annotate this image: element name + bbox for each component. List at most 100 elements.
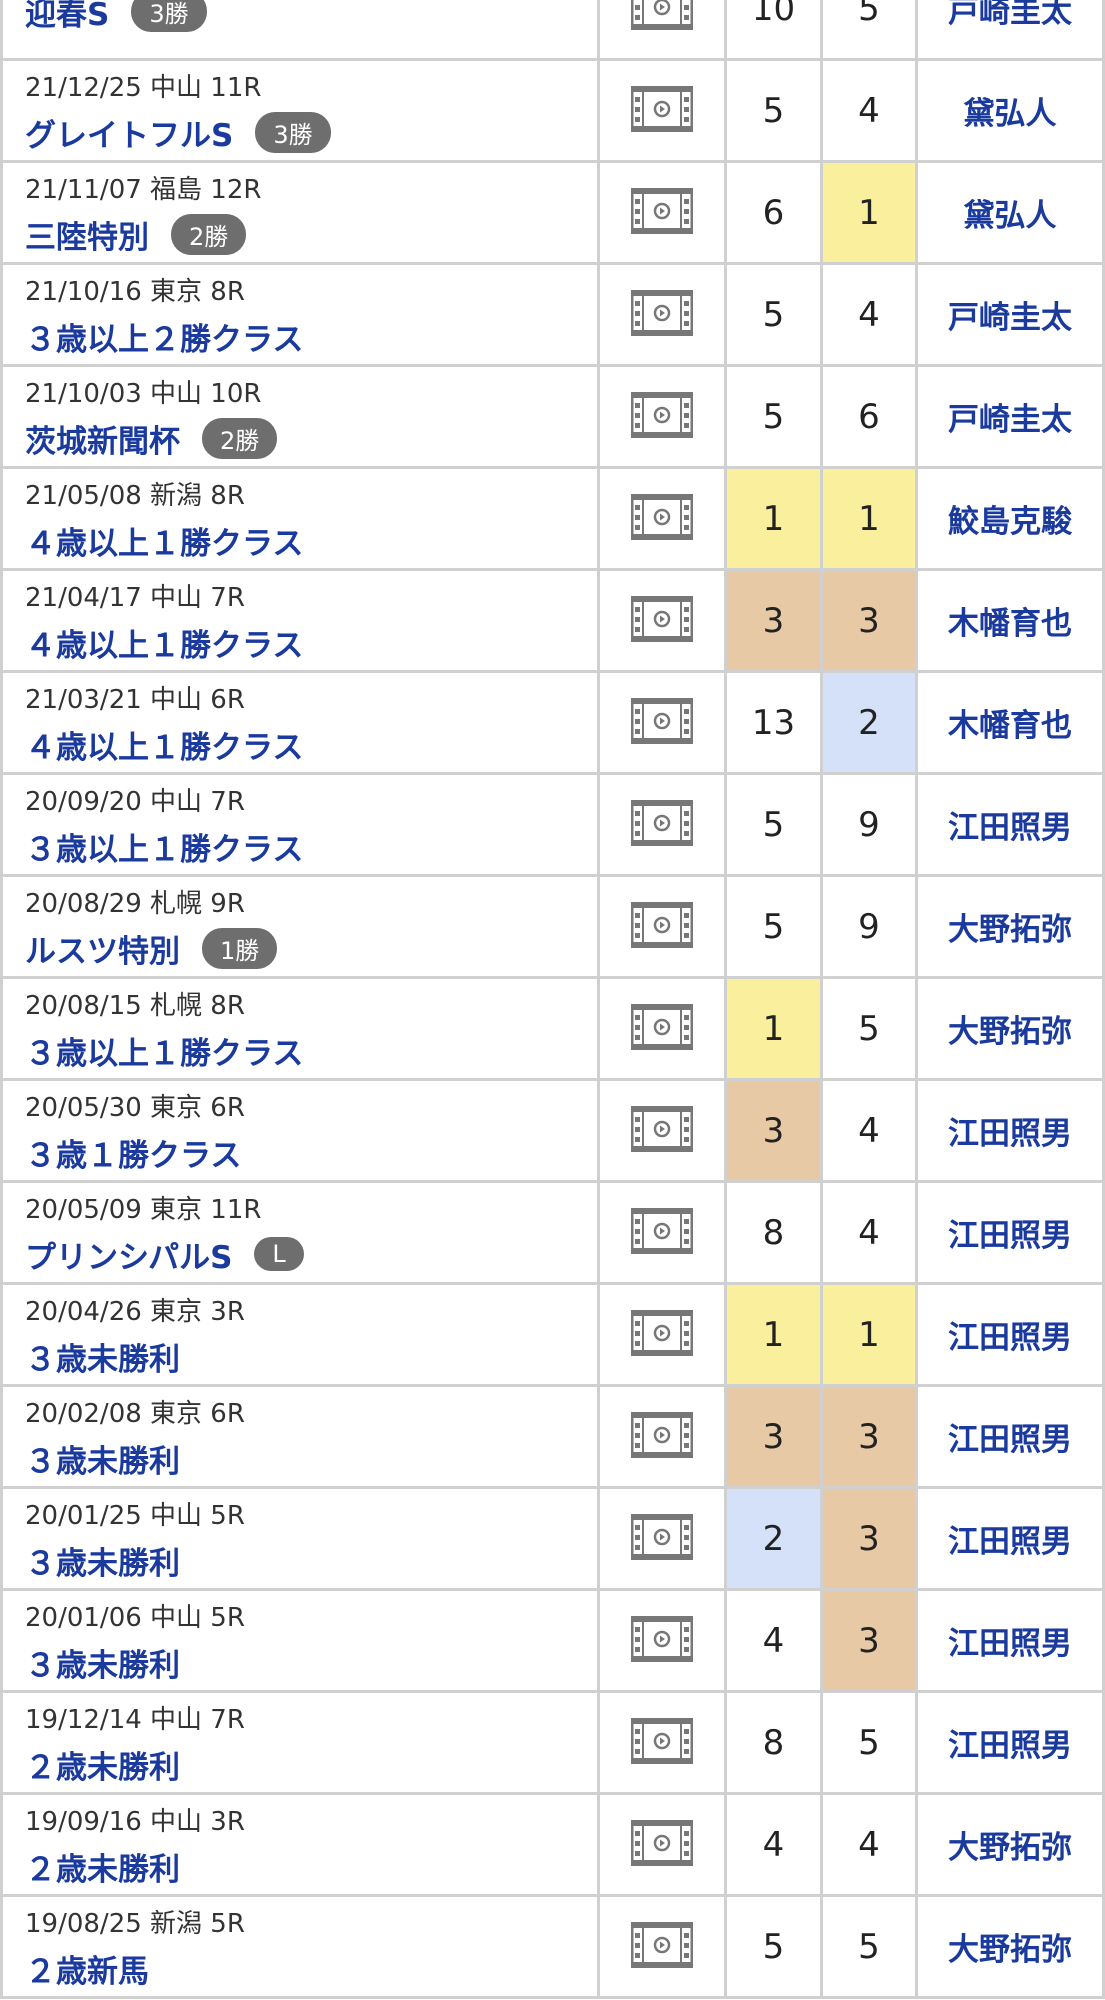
race-cell: 21/11/07 福島 12R 三陸特別 2勝 (0, 163, 600, 262)
race-date: 20/09/20 中山 7R (25, 786, 245, 817)
video-button[interactable] (600, 1795, 727, 1894)
race-name-link[interactable]: プリンシパルS (25, 1239, 233, 1276)
jockey-link[interactable]: 江田照男 (918, 775, 1105, 874)
jockey-link[interactable]: 木幡育也 (918, 571, 1105, 670)
race-name-link[interactable]: ルスツ特別 (25, 933, 180, 970)
race-date: 21/05/08 新潟 8R (25, 480, 245, 511)
race-name-link[interactable]: ２歳未勝利 (25, 1749, 180, 1786)
race-name-link[interactable]: ４歳以上１勝クラス (25, 525, 304, 562)
jockey-link[interactable]: 江田照男 (918, 1591, 1105, 1690)
popularity-cell: 13 (727, 673, 823, 772)
race-name-link[interactable]: ３歳以上１勝クラス (25, 1035, 304, 1072)
race-name-link[interactable]: ４歳以上１勝クラス (25, 627, 304, 664)
video-button[interactable] (600, 367, 727, 466)
jockey-link[interactable]: 木幡育也 (918, 673, 1105, 772)
table-row: 21/05/08 新潟 8R ４歳以上１勝クラス 1 1 鮫島克駿 (0, 469, 1105, 571)
video-button[interactable] (600, 775, 727, 874)
video-button[interactable] (600, 1897, 727, 1996)
race-name-link[interactable]: ４歳以上１勝クラス (25, 729, 304, 766)
race-name-link[interactable]: ３歳１勝クラス (25, 1137, 242, 1174)
video-button[interactable] (600, 1387, 727, 1486)
grade-badge: 2勝 (171, 213, 247, 255)
video-button[interactable] (600, 1285, 727, 1384)
finish-rank-cell: 6 (823, 367, 918, 466)
race-date: 20/01/06 中山 5R (25, 1602, 245, 1633)
table-row: 迎春S 3勝 10 5 戸崎圭太 (0, 0, 1105, 61)
popularity-cell: 8 (727, 1693, 823, 1792)
race-name-link[interactable]: ３歳未勝利 (25, 1545, 180, 1582)
jockey-link[interactable]: 江田照男 (918, 1387, 1105, 1486)
race-name-link[interactable]: ３歳以上２勝クラス (25, 321, 304, 358)
race-name-link[interactable]: ３歳未勝利 (25, 1647, 180, 1684)
race-date: 20/08/29 札幌 9R (25, 888, 245, 919)
table-row: 21/10/16 東京 8R ３歳以上２勝クラス 5 4 戸崎圭太 (0, 265, 1105, 367)
popularity-cell: 4 (727, 1795, 823, 1894)
grade-badge: L (254, 1237, 304, 1271)
popularity-cell: 5 (727, 775, 823, 874)
table-row: 20/05/09 東京 11R プリンシパルS L 8 4 江田照男 (0, 1183, 1105, 1285)
jockey-link[interactable]: 黛弘人 (918, 163, 1105, 262)
video-button[interactable] (600, 1693, 727, 1792)
popularity-cell: 5 (727, 367, 823, 466)
table-row: 19/12/14 中山 7R ２歳未勝利 8 5 江田照男 (0, 1693, 1105, 1795)
popularity-cell: 5 (727, 61, 823, 160)
video-button[interactable] (600, 1591, 727, 1690)
jockey-link[interactable]: 戸崎圭太 (918, 265, 1105, 364)
race-name-link[interactable]: ２歳未勝利 (25, 1851, 180, 1888)
video-button[interactable] (600, 1489, 727, 1588)
race-cell: 20/08/15 札幌 8R ３歳以上１勝クラス (0, 979, 600, 1078)
race-name-link[interactable]: ３歳未勝利 (25, 1341, 180, 1378)
finish-rank-cell: 5 (823, 0, 918, 58)
video-button[interactable] (600, 571, 727, 670)
jockey-link[interactable]: 大野拓弥 (918, 979, 1105, 1078)
table-row: 20/04/26 東京 3R ３歳未勝利 1 1 江田照男 (0, 1285, 1105, 1387)
table-row: 20/08/29 札幌 9R ルスツ特別 1勝 5 9 大野拓弥 (0, 877, 1105, 979)
jockey-link[interactable]: 黛弘人 (918, 61, 1105, 160)
jockey-link[interactable]: 大野拓弥 (918, 1795, 1105, 1894)
race-name-link[interactable]: 茨城新聞杯 (25, 423, 180, 460)
jockey-link[interactable]: 江田照男 (918, 1489, 1105, 1588)
jockey-link[interactable]: 大野拓弥 (918, 877, 1105, 976)
jockey-link[interactable]: 鮫島克駿 (918, 469, 1105, 568)
video-button[interactable] (600, 163, 727, 262)
video-button[interactable] (600, 61, 727, 160)
race-date: 19/09/16 中山 3R (25, 1806, 245, 1837)
finish-rank-cell: 1 (823, 469, 918, 568)
video-button[interactable] (600, 673, 727, 772)
race-name-link[interactable]: ３歳未勝利 (25, 1443, 180, 1480)
finish-rank-cell: 4 (823, 1795, 918, 1894)
film-video-icon (630, 595, 694, 646)
video-button[interactable] (600, 979, 727, 1078)
race-date: 21/10/03 中山 10R (25, 378, 262, 409)
table-row: 21/12/25 中山 11R グレイトフルS 3勝 5 4 黛弘人 (0, 61, 1105, 163)
jockey-link[interactable]: 江田照男 (918, 1183, 1105, 1282)
race-name-link[interactable]: 三陸特別 (25, 219, 149, 256)
jockey-link[interactable]: 大野拓弥 (918, 1897, 1105, 1996)
race-name-link[interactable]: グレイトフルS (25, 117, 234, 154)
video-button[interactable] (600, 1183, 727, 1282)
race-date: 20/05/30 東京 6R (25, 1092, 245, 1123)
jockey-link[interactable]: 戸崎圭太 (918, 0, 1105, 58)
race-date: 21/04/17 中山 7R (25, 582, 245, 613)
video-button[interactable] (600, 1081, 727, 1180)
jockey-link[interactable]: 江田照男 (918, 1285, 1105, 1384)
video-button[interactable] (600, 265, 727, 364)
table-row: 20/08/15 札幌 8R ３歳以上１勝クラス 1 5 大野拓弥 (0, 979, 1105, 1081)
race-date: 20/01/25 中山 5R (25, 1500, 245, 1531)
jockey-link[interactable]: 戸崎圭太 (918, 367, 1105, 466)
video-button[interactable] (600, 469, 727, 568)
video-button[interactable] (600, 877, 727, 976)
jockey-link[interactable]: 江田照男 (918, 1693, 1105, 1792)
finish-rank-cell: 1 (823, 1285, 918, 1384)
popularity-cell: 2 (727, 1489, 823, 1588)
race-name-link[interactable]: ２歳新馬 (25, 1953, 149, 1990)
video-button[interactable] (600, 0, 727, 58)
film-video-icon (630, 1309, 694, 1360)
race-name-link[interactable]: ３歳以上１勝クラス (25, 831, 304, 868)
race-cell: 20/01/06 中山 5R ３歳未勝利 (0, 1591, 600, 1690)
jockey-link[interactable]: 江田照男 (918, 1081, 1105, 1180)
film-video-icon (630, 799, 694, 850)
race-cell: 21/04/17 中山 7R ４歳以上１勝クラス (0, 571, 600, 670)
film-video-icon (630, 1513, 694, 1564)
race-name-link[interactable]: 迎春S (25, 0, 110, 33)
